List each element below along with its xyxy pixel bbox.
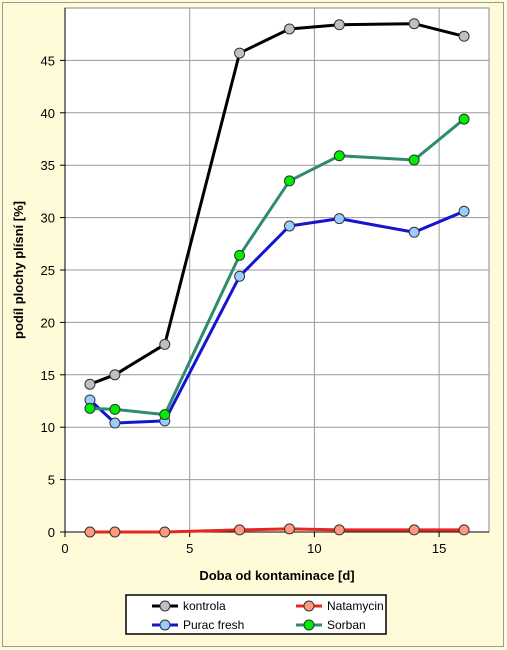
data-point-kontrola (283, 23, 295, 35)
data-point-natamycin (109, 526, 121, 538)
y-tick-label: 0 (48, 525, 55, 540)
series-line-sorban (89, 117, 466, 417)
y-tick-label: 5 (48, 473, 55, 488)
data-point-purac-fresh (283, 220, 295, 232)
legend-item-natamycin: Natamycin (296, 599, 384, 613)
data-point-kontrola (458, 30, 470, 42)
legend-swatch-marker (159, 619, 171, 631)
legend-swatch-marker (303, 619, 315, 631)
grid (65, 8, 489, 532)
data-point-sorban (408, 154, 420, 166)
data-point-natamycin (458, 524, 470, 536)
data-point-natamycin (159, 526, 171, 538)
y-tick-label: 35 (41, 158, 55, 173)
data-point-sorban (283, 175, 295, 187)
data-point-natamycin (234, 524, 246, 536)
data-point-kontrola (159, 338, 171, 350)
legend-swatch-marker (159, 600, 171, 612)
y-tick-label: 20 (41, 315, 55, 330)
data-point-kontrola (84, 378, 96, 390)
series (84, 18, 470, 538)
data-point-natamycin (333, 524, 345, 536)
legend-label: Purac fresh (183, 618, 244, 632)
legend-item-sorban: Sorban (296, 618, 366, 632)
legend-label: Sorban (327, 618, 366, 632)
series-sorban (84, 113, 470, 421)
legend-item-kontrola: kontrola (152, 599, 226, 613)
x-tick-label: 10 (307, 541, 321, 556)
y-tick-label: 15 (41, 368, 55, 383)
y-tick-label: 25 (41, 263, 55, 278)
legend-item-purac-fresh: Purac fresh (152, 618, 244, 632)
x-tick-label: 5 (186, 541, 193, 556)
data-point-kontrola (109, 369, 121, 381)
ticks: 0 5 10 15 20 25 30 35 40 45 0 5 10 15 (41, 53, 447, 556)
y-tick-label: 10 (41, 420, 55, 435)
data-point-sorban (84, 402, 96, 414)
series-natamycin (84, 523, 470, 538)
y-tick-label: 30 (41, 211, 55, 226)
y-axis-title: podíl plochy plísní [%] (11, 201, 26, 339)
data-point-purac-fresh (234, 270, 246, 282)
data-point-kontrola (234, 47, 246, 59)
y-tick-label: 40 (41, 106, 55, 121)
data-point-sorban (159, 409, 171, 421)
legend-swatch-marker (303, 600, 315, 612)
data-point-sorban (234, 249, 246, 261)
data-point-kontrola (333, 19, 345, 31)
series-kontrola (84, 18, 470, 390)
legend-label: kontrola (183, 599, 226, 613)
data-point-purac-fresh (408, 226, 420, 238)
series-line-purac-fresh (88, 209, 465, 425)
legend-label: Natamycin (327, 599, 384, 613)
data-point-sorban (109, 403, 121, 415)
legend: kontrola Natamycin Purac fresh Sorban (125, 594, 387, 635)
x-axis-title: Doba od kontaminace [d] (199, 568, 354, 583)
series-line-natamycin (89, 527, 465, 534)
data-point-purac-fresh (333, 213, 345, 225)
x-tick-label: 0 (61, 541, 68, 556)
data-point-natamycin (408, 524, 420, 536)
series-line-kontrola (89, 22, 465, 386)
data-point-sorban (333, 150, 345, 162)
data-point-natamycin (283, 523, 295, 535)
data-point-sorban (458, 113, 470, 125)
data-point-natamycin (84, 526, 96, 538)
x-tick-label: 15 (432, 541, 446, 556)
data-point-kontrola (408, 18, 420, 30)
y-tick-label: 45 (41, 53, 55, 68)
data-point-purac-fresh (109, 417, 121, 429)
data-point-purac-fresh (458, 205, 470, 217)
